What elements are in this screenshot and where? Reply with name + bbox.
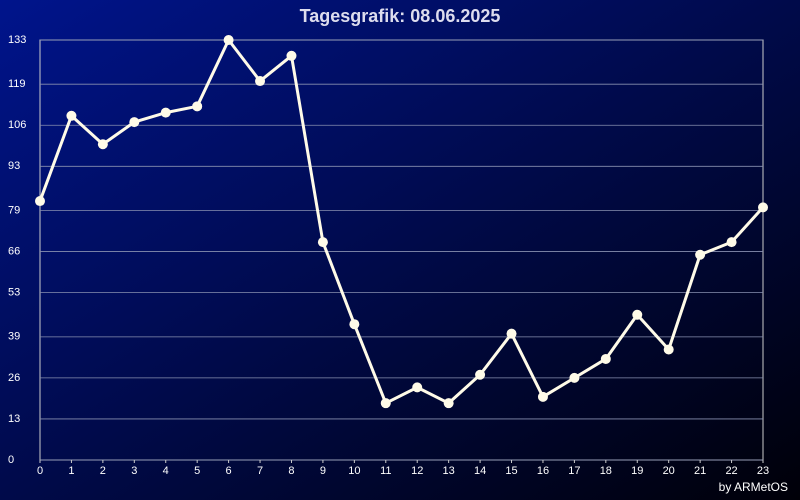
x-tick-label: 12 bbox=[411, 465, 423, 477]
x-tick-label: 9 bbox=[320, 465, 326, 477]
y-tick-label: 119 bbox=[8, 78, 26, 90]
point bbox=[600, 353, 611, 364]
x-tick-label: 6 bbox=[226, 465, 232, 477]
point bbox=[286, 50, 297, 61]
point bbox=[255, 76, 266, 87]
point bbox=[726, 237, 737, 248]
y-tick-label: 13 bbox=[8, 413, 20, 425]
point bbox=[192, 101, 203, 112]
x-tick-label: 23 bbox=[757, 465, 769, 477]
point bbox=[663, 344, 674, 355]
x-tick-label: 0 bbox=[37, 465, 43, 477]
y-tick-label: 79 bbox=[8, 204, 20, 216]
x-tick-label: 19 bbox=[631, 465, 643, 477]
credit: by ARMetOS bbox=[719, 480, 788, 494]
chart-title: Tagesgrafik: 08.06.2025 bbox=[300, 6, 501, 26]
point bbox=[506, 328, 517, 339]
x-tick-label: 15 bbox=[505, 465, 517, 477]
x-tick-label: 8 bbox=[288, 465, 294, 477]
y-tick-label: 53 bbox=[8, 287, 20, 299]
point bbox=[632, 309, 643, 320]
point bbox=[129, 117, 140, 128]
x-tick-label: 7 bbox=[257, 465, 263, 477]
point bbox=[380, 398, 391, 409]
x-tick-label: 21 bbox=[694, 465, 706, 477]
y-tick-label: 26 bbox=[8, 372, 20, 384]
y-tick-label: 39 bbox=[8, 331, 20, 343]
x-tick-label: 17 bbox=[568, 465, 580, 477]
x-tick-label: 4 bbox=[163, 465, 169, 477]
point bbox=[412, 382, 423, 393]
x-tick-label: 18 bbox=[600, 465, 612, 477]
x-tick-label: 10 bbox=[348, 465, 360, 477]
x-tick-label: 3 bbox=[131, 465, 137, 477]
point bbox=[475, 369, 486, 380]
point bbox=[443, 398, 454, 409]
point bbox=[569, 372, 580, 383]
point bbox=[317, 237, 328, 248]
point bbox=[695, 249, 706, 260]
point bbox=[160, 107, 171, 118]
point bbox=[97, 139, 108, 150]
y-tick-label: 133 bbox=[8, 34, 26, 46]
point bbox=[35, 196, 45, 207]
y-tick-label: 106 bbox=[8, 119, 26, 131]
x-tick-label: 14 bbox=[474, 465, 486, 477]
x-tick-label: 5 bbox=[194, 465, 200, 477]
point bbox=[537, 391, 548, 402]
y-tick-label: 0 bbox=[8, 454, 14, 466]
x-tick-label: 13 bbox=[443, 465, 455, 477]
x-tick-label: 16 bbox=[537, 465, 549, 477]
x-tick-label: 22 bbox=[725, 465, 737, 477]
point bbox=[758, 202, 768, 213]
point bbox=[66, 110, 77, 121]
point bbox=[223, 35, 234, 45]
line bbox=[38, 38, 765, 405]
x-tick-label: 2 bbox=[100, 465, 106, 477]
x-tick-label: 20 bbox=[663, 465, 675, 477]
x-tick-label: 1 bbox=[68, 465, 74, 477]
y-tick-label: 66 bbox=[8, 245, 20, 257]
x-tick-label: 11 bbox=[380, 465, 391, 477]
point bbox=[349, 319, 360, 330]
y-tick-label: 93 bbox=[8, 160, 20, 172]
